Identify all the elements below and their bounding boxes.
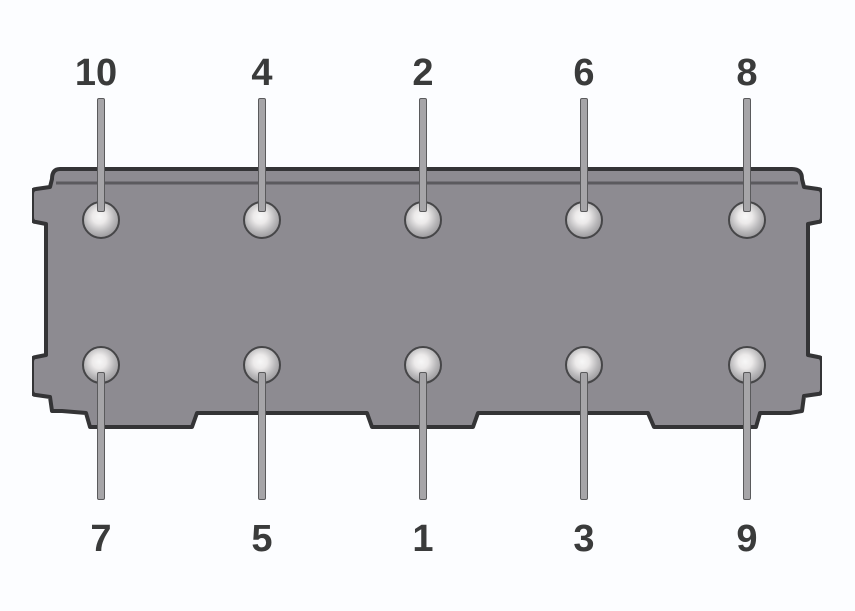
bolt-label-10: 10 <box>75 54 117 92</box>
bolt-label-8: 8 <box>736 54 757 92</box>
bolt-label-5: 5 <box>251 520 272 558</box>
leader-line-9 <box>743 372 751 500</box>
leader-line-10 <box>97 98 105 212</box>
leader-line-4 <box>258 98 266 212</box>
leader-line-1 <box>419 372 427 500</box>
bolt-label-7: 7 <box>90 520 111 558</box>
bolt-label-9: 9 <box>736 520 757 558</box>
leader-line-3 <box>580 372 588 500</box>
bolt-label-3: 3 <box>573 520 594 558</box>
leader-line-6 <box>580 98 588 212</box>
bolt-label-2: 2 <box>412 54 433 92</box>
diagram-canvas: 1 2 3 4 5 6 7 8 9 10 <box>0 0 855 611</box>
bolt-label-4: 4 <box>251 54 272 92</box>
cylinder-head-plate <box>32 157 822 437</box>
leader-line-8 <box>743 98 751 212</box>
bolt-label-6: 6 <box>573 54 594 92</box>
leader-line-2 <box>419 98 427 212</box>
leader-line-7 <box>97 372 105 500</box>
bolt-label-1: 1 <box>412 520 433 558</box>
leader-line-5 <box>258 372 266 500</box>
